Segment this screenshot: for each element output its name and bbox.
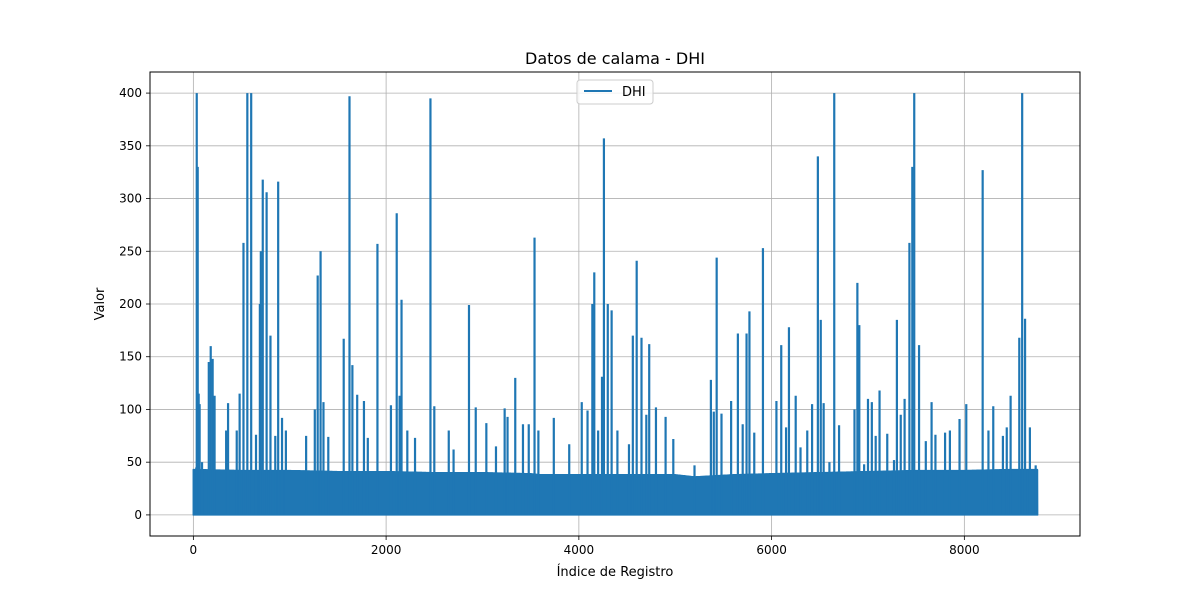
y-tick-label: 150	[119, 350, 142, 364]
y-axis-title: Valor	[93, 287, 108, 320]
legend-box	[576, 79, 654, 105]
y-tick-label: 250	[119, 244, 142, 258]
x-axis-title: Índice de Registro	[557, 564, 674, 580]
x-tick-label: 6000	[756, 543, 787, 557]
legend-label-dhi: DHI	[622, 85, 646, 100]
y-tick-label: 100	[119, 402, 142, 416]
x-tick-label: 2000	[371, 543, 402, 557]
x-tick-label: 8000	[949, 543, 980, 557]
y-tick-label: 300	[119, 192, 142, 206]
series-dhi	[192, 93, 1039, 516]
y-tick-label: 200	[119, 297, 142, 311]
x-tick-label: 4000	[564, 543, 595, 557]
axis-ticks: 0 2000 4000 6000 8000 0 50 100 150 200 250 300 350 40…	[119, 86, 980, 557]
legend: DHI	[576, 79, 654, 105]
x-tick-label: 0	[190, 543, 198, 557]
y-tick-label: 50	[127, 455, 142, 469]
y-tick-label: 0	[134, 508, 142, 522]
y-tick-label: 350	[119, 139, 142, 153]
y-tick-label: 400	[119, 86, 142, 100]
chart-title: Datos de calama - DHI	[525, 49, 705, 68]
